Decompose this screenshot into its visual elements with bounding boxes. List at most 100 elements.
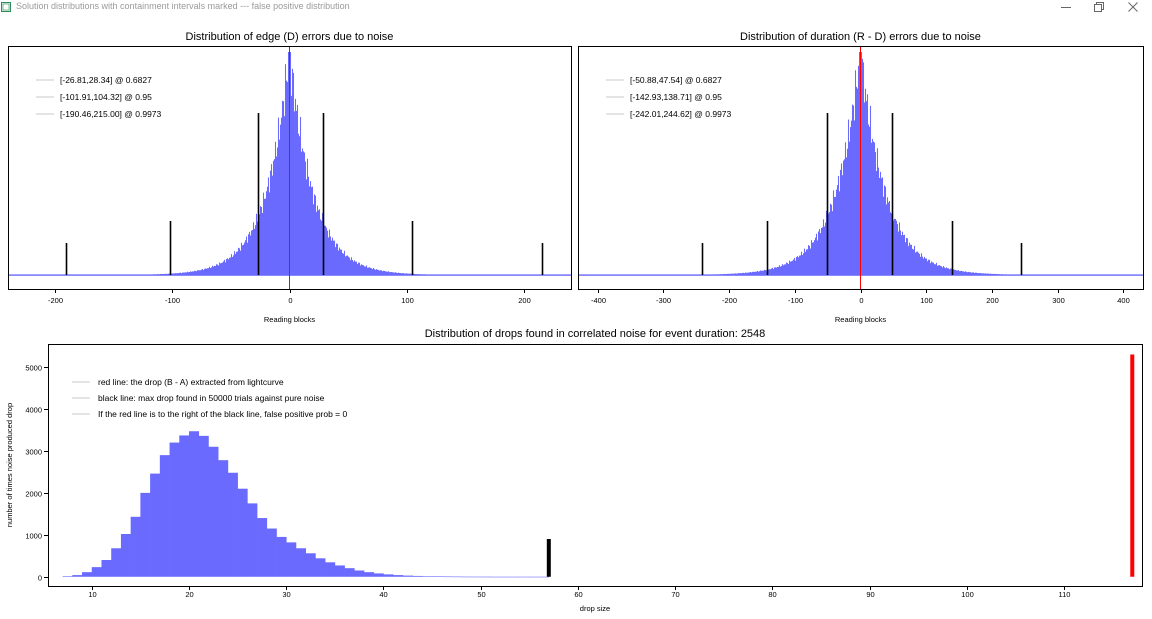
histogram-bar: [140, 492, 151, 577]
histogram-bar: [150, 473, 161, 577]
histogram-bar: [471, 576, 482, 578]
window-title-bar[interactable]: Solution distributions with containment …: [0, 0, 1152, 14]
x-tick-label: 300: [1052, 296, 1065, 305]
histogram-bar: [91, 567, 102, 577]
close-button[interactable]: [1118, 0, 1148, 14]
histogram-bar: [451, 576, 462, 578]
histogram-bar: [286, 542, 297, 577]
histogram-bar: [354, 570, 365, 577]
legend-entry-1: [-50.88,47.54] @ 0.6827: [630, 75, 722, 85]
x-tick-label: -400: [591, 296, 606, 305]
legend-entry-1: red line: the drop (B - A) extracted fro…: [98, 377, 284, 387]
histogram-bar: [422, 576, 433, 577]
chart-title: Distribution of edge (D) errors due to n…: [186, 31, 394, 43]
histogram-bar: [412, 575, 423, 577]
histogram-bar: [383, 574, 394, 577]
histogram-bar: [276, 536, 287, 577]
x-tick-label: 200: [518, 296, 531, 305]
x-tick-label: 40: [379, 590, 387, 599]
histogram-bar: [325, 562, 336, 577]
x-tick-label: 50: [477, 590, 485, 599]
legend-entry-3: If the red line is to the right of the b…: [98, 409, 348, 419]
minimize-icon: [1061, 7, 1071, 8]
y-tick-label: 5000: [25, 364, 42, 373]
histogram-bar: [82, 572, 93, 577]
plot-frame: [578, 46, 1144, 290]
histogram-bar: [334, 565, 345, 577]
minimize-button[interactable]: [1051, 0, 1081, 14]
histogram-bar: [266, 528, 277, 577]
x-tick-label: -200: [722, 296, 737, 305]
app-icon: [1, 2, 11, 12]
chart-title: Distribution of duration (R - D) errors …: [740, 31, 981, 43]
histogram-bar: [480, 576, 491, 578]
histogram-bars: [7, 52, 572, 275]
x-tick-label: -100: [788, 296, 803, 305]
x-tick-label: 200: [986, 296, 999, 305]
histogram-bar: [490, 576, 501, 578]
histogram-bar: [159, 455, 170, 577]
y-tick-label: 3000: [25, 448, 42, 457]
histogram-bar: [237, 488, 248, 577]
y-tick-label: 2000: [25, 490, 42, 499]
x-tick-label: 90: [866, 590, 874, 599]
x-tick-label: 400: [1117, 296, 1130, 305]
histogram-bar: [227, 472, 238, 577]
restore-button[interactable]: [1084, 0, 1114, 14]
histogram-bar: [539, 576, 550, 578]
histogram-bar: [315, 558, 326, 577]
x-tick-label: -200: [48, 296, 63, 305]
histogram-bar: [179, 435, 190, 577]
histogram-bar: [218, 460, 229, 577]
histogram-bar: [101, 559, 112, 577]
histogram-bar: [295, 548, 306, 577]
histogram-bar: [461, 576, 472, 578]
histogram-bar: [208, 446, 219, 577]
x-tick-label: 100: [401, 296, 414, 305]
histogram-bar: [305, 553, 316, 577]
histogram-bar: [111, 548, 122, 577]
y-tick-label: 0: [38, 574, 42, 583]
histogram-bar: [169, 442, 180, 577]
y-tick-label: 1000: [25, 532, 42, 541]
x-tick-label: 0: [288, 296, 292, 305]
histogram-bar: [62, 576, 73, 577]
legend-entry-2: [-101.91,104.32] @ 0.95: [60, 92, 152, 102]
plot-frame: [8, 46, 572, 290]
x-tick-label: 30: [282, 590, 290, 599]
histogram-bar: [519, 576, 530, 578]
x-tick-label: 0: [859, 296, 863, 305]
histogram-bar: [373, 573, 384, 577]
close-icon: [1128, 2, 1138, 12]
x-tick-label: 100: [920, 296, 933, 305]
x-tick-label: 70: [671, 590, 679, 599]
x-tick-label: 110: [1059, 590, 1071, 599]
x-tick-label: 80: [768, 590, 776, 599]
histogram-bar: [257, 518, 268, 577]
histogram-bar: [247, 503, 258, 577]
x-axis-label: Reading blocks: [835, 315, 887, 324]
histogram-bar: [529, 576, 540, 578]
x-axis-label: drop size: [580, 604, 610, 613]
restore-icon: [1094, 2, 1104, 12]
x-tick-label: -100: [165, 296, 180, 305]
y-axis-label: number of times noise produced drop: [5, 403, 14, 527]
histogram-bar: [120, 533, 131, 577]
histogram-bar: [500, 576, 511, 578]
histogram-bar: [364, 572, 375, 577]
legend-entry-3: [-242.01,244.62] @ 0.9973: [630, 109, 732, 119]
histogram-bar: [72, 575, 83, 577]
legend-entry-3: [-190.46,215.00] @ 0.9973: [60, 109, 162, 119]
histogram-bar: [393, 575, 404, 577]
histogram-bar: [509, 576, 520, 578]
legend-entry-2: black line: max drop found in 50000 tria…: [98, 393, 325, 403]
histogram-bar: [344, 568, 355, 577]
x-tick-label: 10: [88, 590, 96, 599]
x-tick-label: 60: [574, 590, 582, 599]
legend-entry-1: [-26.81,28.34] @ 0.6827: [60, 75, 152, 85]
plot-frame: [48, 344, 1143, 587]
histogram-bar: [130, 516, 141, 577]
